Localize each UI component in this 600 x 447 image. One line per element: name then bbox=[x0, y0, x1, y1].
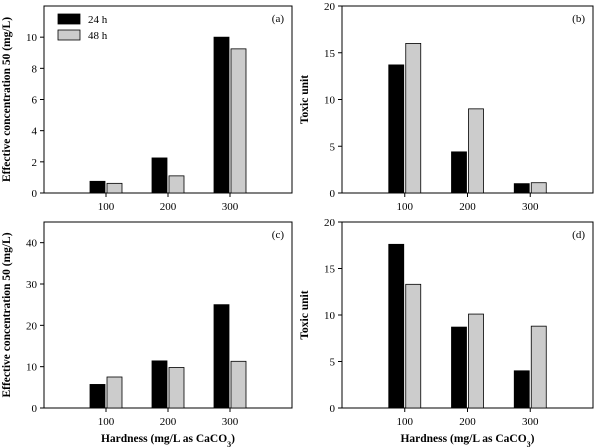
bar-24h-200 bbox=[451, 326, 467, 409]
y-tick-label: 20 bbox=[324, 1, 336, 13]
bar-24h-300 bbox=[513, 183, 530, 194]
y-tick-label: 5 bbox=[330, 141, 336, 153]
y-tick-label: 15 bbox=[324, 48, 336, 60]
y-tick-label: 0 bbox=[330, 403, 336, 415]
title-suffix: ) bbox=[231, 433, 235, 445]
bar-48h-300 bbox=[530, 325, 547, 409]
panel-label: (b) bbox=[572, 13, 585, 25]
x-tick-label: 200 bbox=[459, 201, 476, 213]
chart-panel-d: 0 5 10 15 20 100 200 300 (d) Toxic unit Hardness (… bbox=[299, 217, 594, 447]
y-tick-label: 20 bbox=[26, 320, 38, 332]
bar-24h-100 bbox=[89, 180, 106, 194]
bar-24h-100 bbox=[89, 384, 106, 409]
x-tick-label: 300 bbox=[222, 416, 239, 428]
legend-label: 24 h bbox=[88, 14, 108, 26]
y-tick-label: 5 bbox=[330, 357, 336, 369]
bar-24h-100 bbox=[388, 64, 405, 194]
legend-swatch bbox=[57, 29, 81, 41]
bar-48h-100 bbox=[405, 283, 422, 409]
subscript-3: 3 bbox=[227, 440, 231, 447]
legend-swatch bbox=[57, 13, 81, 25]
y-tick-label: 10 bbox=[26, 362, 38, 374]
bar-48h-100 bbox=[106, 376, 123, 409]
bar-24h-300 bbox=[213, 304, 230, 409]
legend: 24 h 48 h bbox=[57, 13, 108, 42]
x-tick-label: 200 bbox=[160, 416, 177, 428]
y-tick-label: 10 bbox=[324, 310, 336, 322]
bar-48h-200 bbox=[468, 313, 484, 409]
y-tick-label: 8 bbox=[32, 63, 38, 75]
panel-label: (a) bbox=[272, 13, 285, 25]
y-tick-label: 20 bbox=[324, 217, 336, 229]
bar-48h-300 bbox=[230, 360, 247, 409]
x-tick-label: 200 bbox=[459, 416, 476, 428]
bar-24h-100 bbox=[388, 243, 405, 409]
bar-24h-200 bbox=[151, 360, 168, 409]
x-tick-label: 300 bbox=[522, 201, 539, 213]
y-tick-label: 10 bbox=[26, 32, 38, 44]
y-tick-label: 10 bbox=[324, 95, 336, 107]
y-tick-label: 0 bbox=[330, 188, 336, 200]
chart-panel-b: 0 5 10 15 20 100 200 300 (b) Toxic unit bbox=[299, 1, 594, 213]
bar-48h-100 bbox=[106, 182, 123, 194]
x-tick-label: 200 bbox=[160, 201, 177, 213]
x-axis-title: Hardness (mg/L as CaCO3) bbox=[400, 433, 534, 447]
chart-panel-c: 0 10 20 30 40 100 200 300 (c) Effective concentra… bbox=[1, 221, 293, 447]
y-tick-label: 2 bbox=[32, 157, 38, 169]
x-tick-label: 100 bbox=[397, 416, 414, 428]
x-tick-label: 300 bbox=[522, 416, 539, 428]
bar-24h-200 bbox=[451, 151, 467, 194]
bar-48h-300 bbox=[230, 48, 247, 194]
y-tick-label: 0 bbox=[32, 403, 38, 415]
bar-48h-200 bbox=[168, 175, 185, 194]
y-tick-label: 6 bbox=[32, 95, 38, 107]
legend-label: 48 h bbox=[88, 30, 108, 42]
y-axis-title: Effective concentration 50 (mg/L) bbox=[1, 232, 13, 397]
bar-24h-300 bbox=[513, 370, 530, 409]
bar-48h-200 bbox=[168, 367, 185, 409]
x-tick-label: 100 bbox=[98, 416, 115, 428]
bar-48h-200 bbox=[468, 108, 484, 194]
panel-label: (d) bbox=[572, 229, 585, 241]
bar-48h-100 bbox=[405, 43, 422, 194]
x-tick-label: 100 bbox=[98, 201, 115, 213]
y-axis-title: Toxic unit bbox=[299, 75, 311, 124]
y-tick-label: 30 bbox=[26, 279, 38, 291]
x-tick-label: 100 bbox=[397, 201, 414, 213]
bar-48h-300 bbox=[530, 182, 547, 194]
bar-24h-300 bbox=[213, 36, 230, 194]
y-axis-title: Effective concentration 50 (mg/L) bbox=[1, 17, 13, 182]
title-suffix: ) bbox=[531, 433, 535, 445]
x-axis-title: Hardness (mg/L as CaCO3) bbox=[101, 433, 235, 447]
y-tick-label: 4 bbox=[32, 126, 38, 138]
y-tick-label: 40 bbox=[26, 238, 38, 250]
chart-panel-a: 0 2 4 6 8 10 100 200 300 (a) Effective concentrati… bbox=[1, 5, 293, 213]
y-axis-title: Toxic unit bbox=[299, 290, 311, 339]
y-tick-label: 0 bbox=[32, 188, 38, 200]
panel-label: (c) bbox=[272, 229, 285, 241]
y-tick-label: 15 bbox=[324, 264, 336, 276]
x-tick-label: 300 bbox=[222, 201, 239, 213]
bar-24h-200 bbox=[151, 157, 168, 194]
subscript-3: 3 bbox=[527, 440, 531, 447]
